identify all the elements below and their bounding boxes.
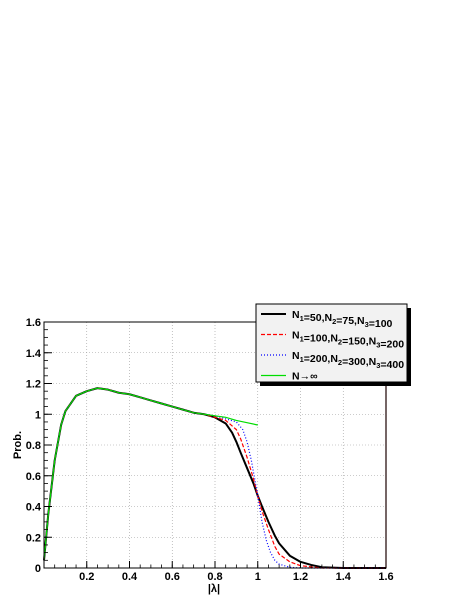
x-tick-label: 1 xyxy=(255,571,261,583)
x-tick-label: 0.4 xyxy=(122,571,138,583)
y-tick-label: 0.2 xyxy=(26,532,41,544)
x-tick-label: 1.2 xyxy=(293,571,308,583)
legend-label-4: N→∞ xyxy=(292,371,318,383)
y-tick-label: 0.6 xyxy=(26,471,41,483)
x-tick-label: 0.6 xyxy=(165,571,180,583)
x-tick-label: 1.6 xyxy=(378,571,393,583)
x-tick-label: 1.4 xyxy=(336,571,352,583)
y-axis: 0 0.2 0.4 0.6 0.8 1 1.2 1.4 1.6 xyxy=(26,317,52,575)
y-axis-title: Prob. xyxy=(12,431,24,459)
y-tick-label: 0 xyxy=(35,563,41,575)
legend-label-2: N1=100,N2=150,N3=200 xyxy=(292,330,404,351)
legend-box xyxy=(255,303,408,383)
x-tick-label: 0.8 xyxy=(207,571,222,583)
y-tick-label: 0.4 xyxy=(26,502,42,514)
series-line-4 xyxy=(43,387,258,561)
y-tick-label: 1 xyxy=(35,409,41,421)
y-tick-label: 1.6 xyxy=(26,317,41,329)
x-tick-label: 0.2 xyxy=(79,571,94,583)
x-axis-title: |λ| xyxy=(208,583,220,595)
y-tick-label: 0.8 xyxy=(26,440,41,452)
x-axis: 0.2 0.4 0.6 0.8 1 1.2 1.4 1.6 xyxy=(43,561,394,583)
y-tick-label: 1.2 xyxy=(26,379,41,391)
y-tick-label: 1.4 xyxy=(26,348,42,360)
legend: N1=50,N2=75,N3=100N1=100,N2=150,N3=200N1… xyxy=(255,303,411,386)
legend-label-3: N1=200,N2=300,N3=400 xyxy=(292,350,404,371)
legend-label-1: N1=50,N2=75,N3=100 xyxy=(292,309,393,330)
